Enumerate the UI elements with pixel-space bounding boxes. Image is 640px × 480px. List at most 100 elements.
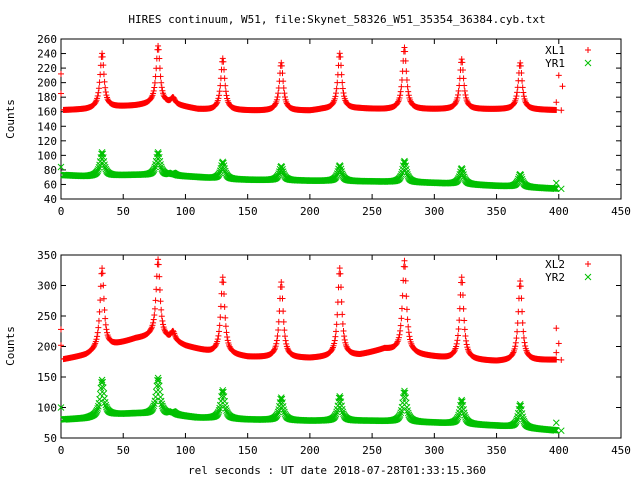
data-point bbox=[401, 257, 408, 264]
data-point bbox=[517, 59, 524, 66]
data-point bbox=[100, 295, 107, 302]
calibration-point bbox=[553, 99, 560, 106]
legend-label-xl2: XL2 bbox=[545, 258, 565, 271]
data-point bbox=[99, 53, 106, 60]
data-point bbox=[156, 286, 163, 293]
y-tick-label: 160 bbox=[37, 106, 57, 119]
x-tick-label: 450 bbox=[611, 205, 631, 218]
data-point bbox=[274, 94, 281, 101]
calibration-point bbox=[558, 107, 565, 114]
data-point bbox=[278, 283, 285, 290]
data-point bbox=[99, 50, 106, 57]
lower-y-axis-label: Counts bbox=[4, 326, 17, 366]
data-point bbox=[273, 337, 280, 344]
data-point bbox=[280, 318, 287, 325]
data-point bbox=[92, 98, 99, 105]
legend-marker-xl1 bbox=[585, 47, 591, 53]
series-yr1 bbox=[57, 148, 565, 193]
data-point bbox=[520, 89, 527, 96]
data-point bbox=[97, 297, 104, 304]
data-point bbox=[398, 305, 405, 312]
x-tick-label: 200 bbox=[300, 205, 320, 218]
data-point bbox=[454, 94, 461, 101]
data-point bbox=[519, 319, 526, 326]
data-point bbox=[100, 71, 107, 78]
data-point bbox=[152, 297, 159, 304]
data-point bbox=[103, 326, 110, 333]
data-point bbox=[331, 337, 338, 344]
y-tick-label: 200 bbox=[37, 341, 57, 354]
data-point bbox=[157, 73, 164, 80]
calibration-point bbox=[552, 419, 560, 427]
calibration-point bbox=[58, 342, 64, 349]
data-point bbox=[155, 256, 162, 263]
data-point bbox=[282, 333, 288, 340]
x-tick-label: 350 bbox=[487, 444, 507, 457]
y-tick-label: 220 bbox=[37, 62, 57, 75]
data-point bbox=[406, 333, 413, 340]
data-point bbox=[333, 90, 340, 97]
data-point bbox=[463, 337, 470, 344]
data-point bbox=[280, 84, 287, 91]
data-point bbox=[150, 165, 158, 173]
data-point bbox=[336, 50, 343, 57]
data-point bbox=[278, 279, 285, 286]
data-point bbox=[519, 84, 526, 91]
data-point bbox=[282, 337, 289, 344]
data-point bbox=[405, 329, 412, 336]
data-point bbox=[338, 298, 345, 305]
data-point bbox=[95, 85, 102, 92]
data-point bbox=[95, 317, 102, 324]
data-point bbox=[522, 343, 529, 350]
data-point bbox=[150, 316, 157, 323]
data-point bbox=[332, 333, 339, 340]
data-point bbox=[222, 88, 229, 95]
data-point bbox=[151, 305, 158, 312]
data-point bbox=[405, 88, 412, 95]
data-point bbox=[463, 341, 470, 348]
calibration-point bbox=[559, 83, 566, 90]
data-point bbox=[155, 46, 162, 53]
data-point bbox=[99, 265, 106, 272]
data-point bbox=[221, 66, 228, 73]
data-point bbox=[215, 95, 222, 102]
data-point bbox=[94, 92, 101, 99]
x-tick-label: 50 bbox=[117, 205, 130, 218]
data-point bbox=[341, 333, 348, 340]
calibration-point bbox=[58, 70, 64, 77]
legend-marker-yr2 bbox=[584, 273, 592, 281]
y-tick-label: 200 bbox=[37, 77, 57, 90]
data-point bbox=[462, 333, 469, 340]
data-point bbox=[461, 326, 468, 333]
legend-marker-xl2 bbox=[585, 261, 591, 267]
data-point bbox=[94, 333, 101, 340]
x-tick-label: 300 bbox=[424, 205, 444, 218]
data-point bbox=[95, 89, 102, 96]
data-point bbox=[402, 57, 409, 64]
data-point bbox=[329, 100, 336, 107]
data-point bbox=[94, 165, 102, 173]
data-point bbox=[94, 329, 101, 336]
calibration-point bbox=[553, 325, 560, 332]
legend-label-yr2: YR2 bbox=[545, 271, 565, 284]
y-tick-label: 240 bbox=[37, 48, 57, 61]
data-point bbox=[338, 71, 345, 78]
data-point bbox=[102, 321, 109, 328]
legend-label-yr1: YR1 bbox=[545, 57, 565, 70]
data-point bbox=[158, 79, 165, 86]
data-point bbox=[219, 55, 226, 62]
series-xl2 bbox=[58, 256, 565, 364]
calibration-point bbox=[557, 427, 565, 435]
y-tick-label: 100 bbox=[37, 149, 57, 162]
data-point bbox=[332, 93, 339, 100]
legend-label-xl1: XL1 bbox=[545, 44, 565, 57]
data-point bbox=[337, 270, 344, 277]
data-point bbox=[220, 279, 227, 286]
y-tick-label: 300 bbox=[37, 280, 57, 293]
data-point bbox=[454, 337, 461, 344]
y-tick-label: 250 bbox=[37, 310, 57, 323]
data-point bbox=[402, 263, 409, 270]
y-tick-label: 350 bbox=[37, 249, 57, 262]
y-tick-label: 150 bbox=[37, 371, 57, 384]
